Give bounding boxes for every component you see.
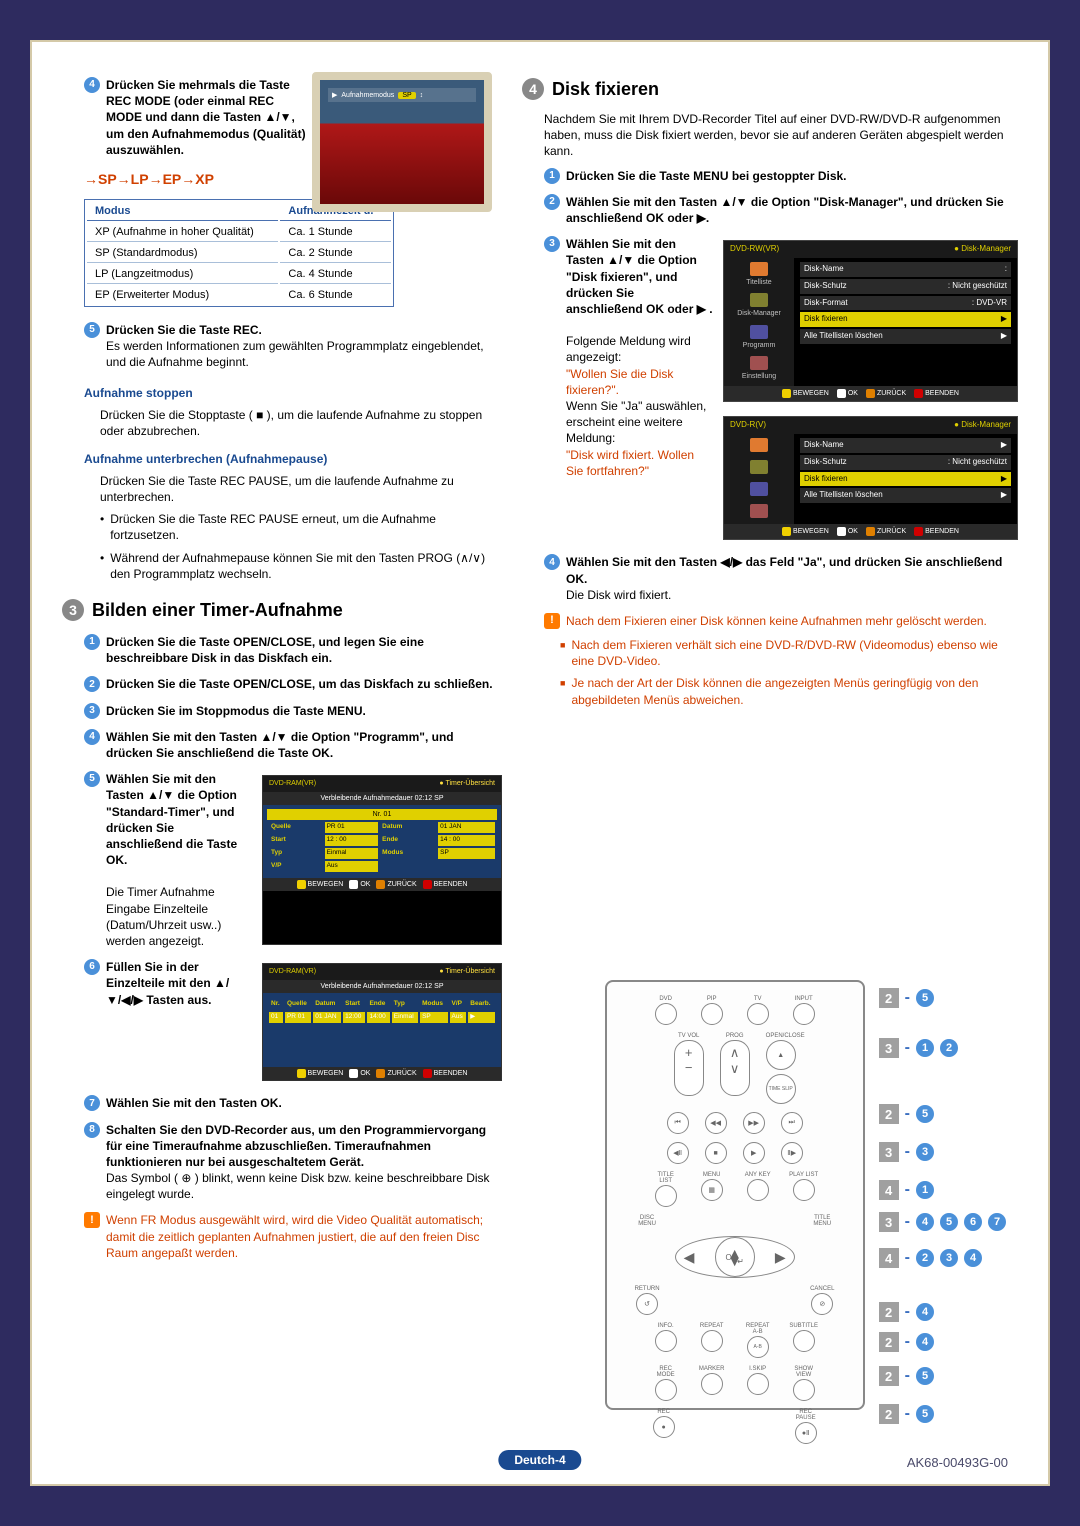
- stop-heading: Aufnahme stoppen: [84, 386, 502, 400]
- pause-body: Drücken Sie die Taste REC PAUSE, um die …: [100, 473, 502, 505]
- timer-mock-1: DVD-RAM(VR)● Timer-Übersicht Verbleibend…: [262, 775, 502, 945]
- mode-table: Modus Aufnahmezeit u. XP (Aufnahme in ho…: [84, 199, 394, 307]
- disk-manager-mock-1: DVD-RW(VR)● Disk-Manager Titelliste Disk…: [723, 240, 1018, 402]
- section-3-badge: 3: [62, 599, 84, 621]
- tv-statusbar: ▶ Aufnahmemodus SP ↕: [328, 88, 476, 102]
- step-badge-4: 4: [84, 77, 100, 93]
- section-4-title: Disk fixieren: [552, 79, 659, 100]
- warning-icon: !: [544, 613, 560, 629]
- pause-heading: Aufnahme unterbrechen (Aufnahmepause): [84, 452, 502, 466]
- remote-diagram: DVD PIP TV INPUT TV VOL+− PROG∧∨ OPEN/CL…: [605, 980, 1006, 1424]
- disk-manager-mock-2: DVD-R(V)● Disk-Manager Disk-Name▶ Disk-S…: [723, 416, 1018, 540]
- footer-page-pill: Deutch-4: [498, 1450, 581, 1470]
- pause-b2: Während der Aufnahmepause können Sie mit…: [100, 550, 502, 582]
- timer-mock-2: DVD-RAM(VR)● Timer-Übersicht Verbleibend…: [262, 963, 502, 1081]
- section-3-title: Bilden einer Timer-Aufnahme: [92, 600, 343, 621]
- pause-b1: Drücken Sie die Taste REC PAUSE erneut, …: [100, 511, 502, 543]
- remote-dpad: ▲▼ ◀▶ OK↵: [675, 1236, 795, 1278]
- tv-preview: ▶ Aufnahmemodus SP ↕: [312, 72, 492, 212]
- footer-doc-code: AK68-00493G-00: [907, 1455, 1008, 1470]
- section-4-badge: 4: [522, 78, 544, 100]
- stop-body: Drücken Sie die Stopptaste ( ■ ), um die…: [100, 407, 502, 439]
- sec4-intro: Nachdem Sie mit Ihrem DVD-Recorder Titel…: [544, 111, 1018, 160]
- remote-callouts: 2-53-122-53-34-13-45674-2342-42-42-52-5: [879, 980, 1006, 1424]
- mode-head-1: Modus: [87, 202, 278, 221]
- step-badge-5: 5: [84, 322, 100, 338]
- warning-icon: !: [84, 1212, 100, 1228]
- step4-text: Drücken Sie mehrmals die Taste REC MODE …: [106, 77, 312, 158]
